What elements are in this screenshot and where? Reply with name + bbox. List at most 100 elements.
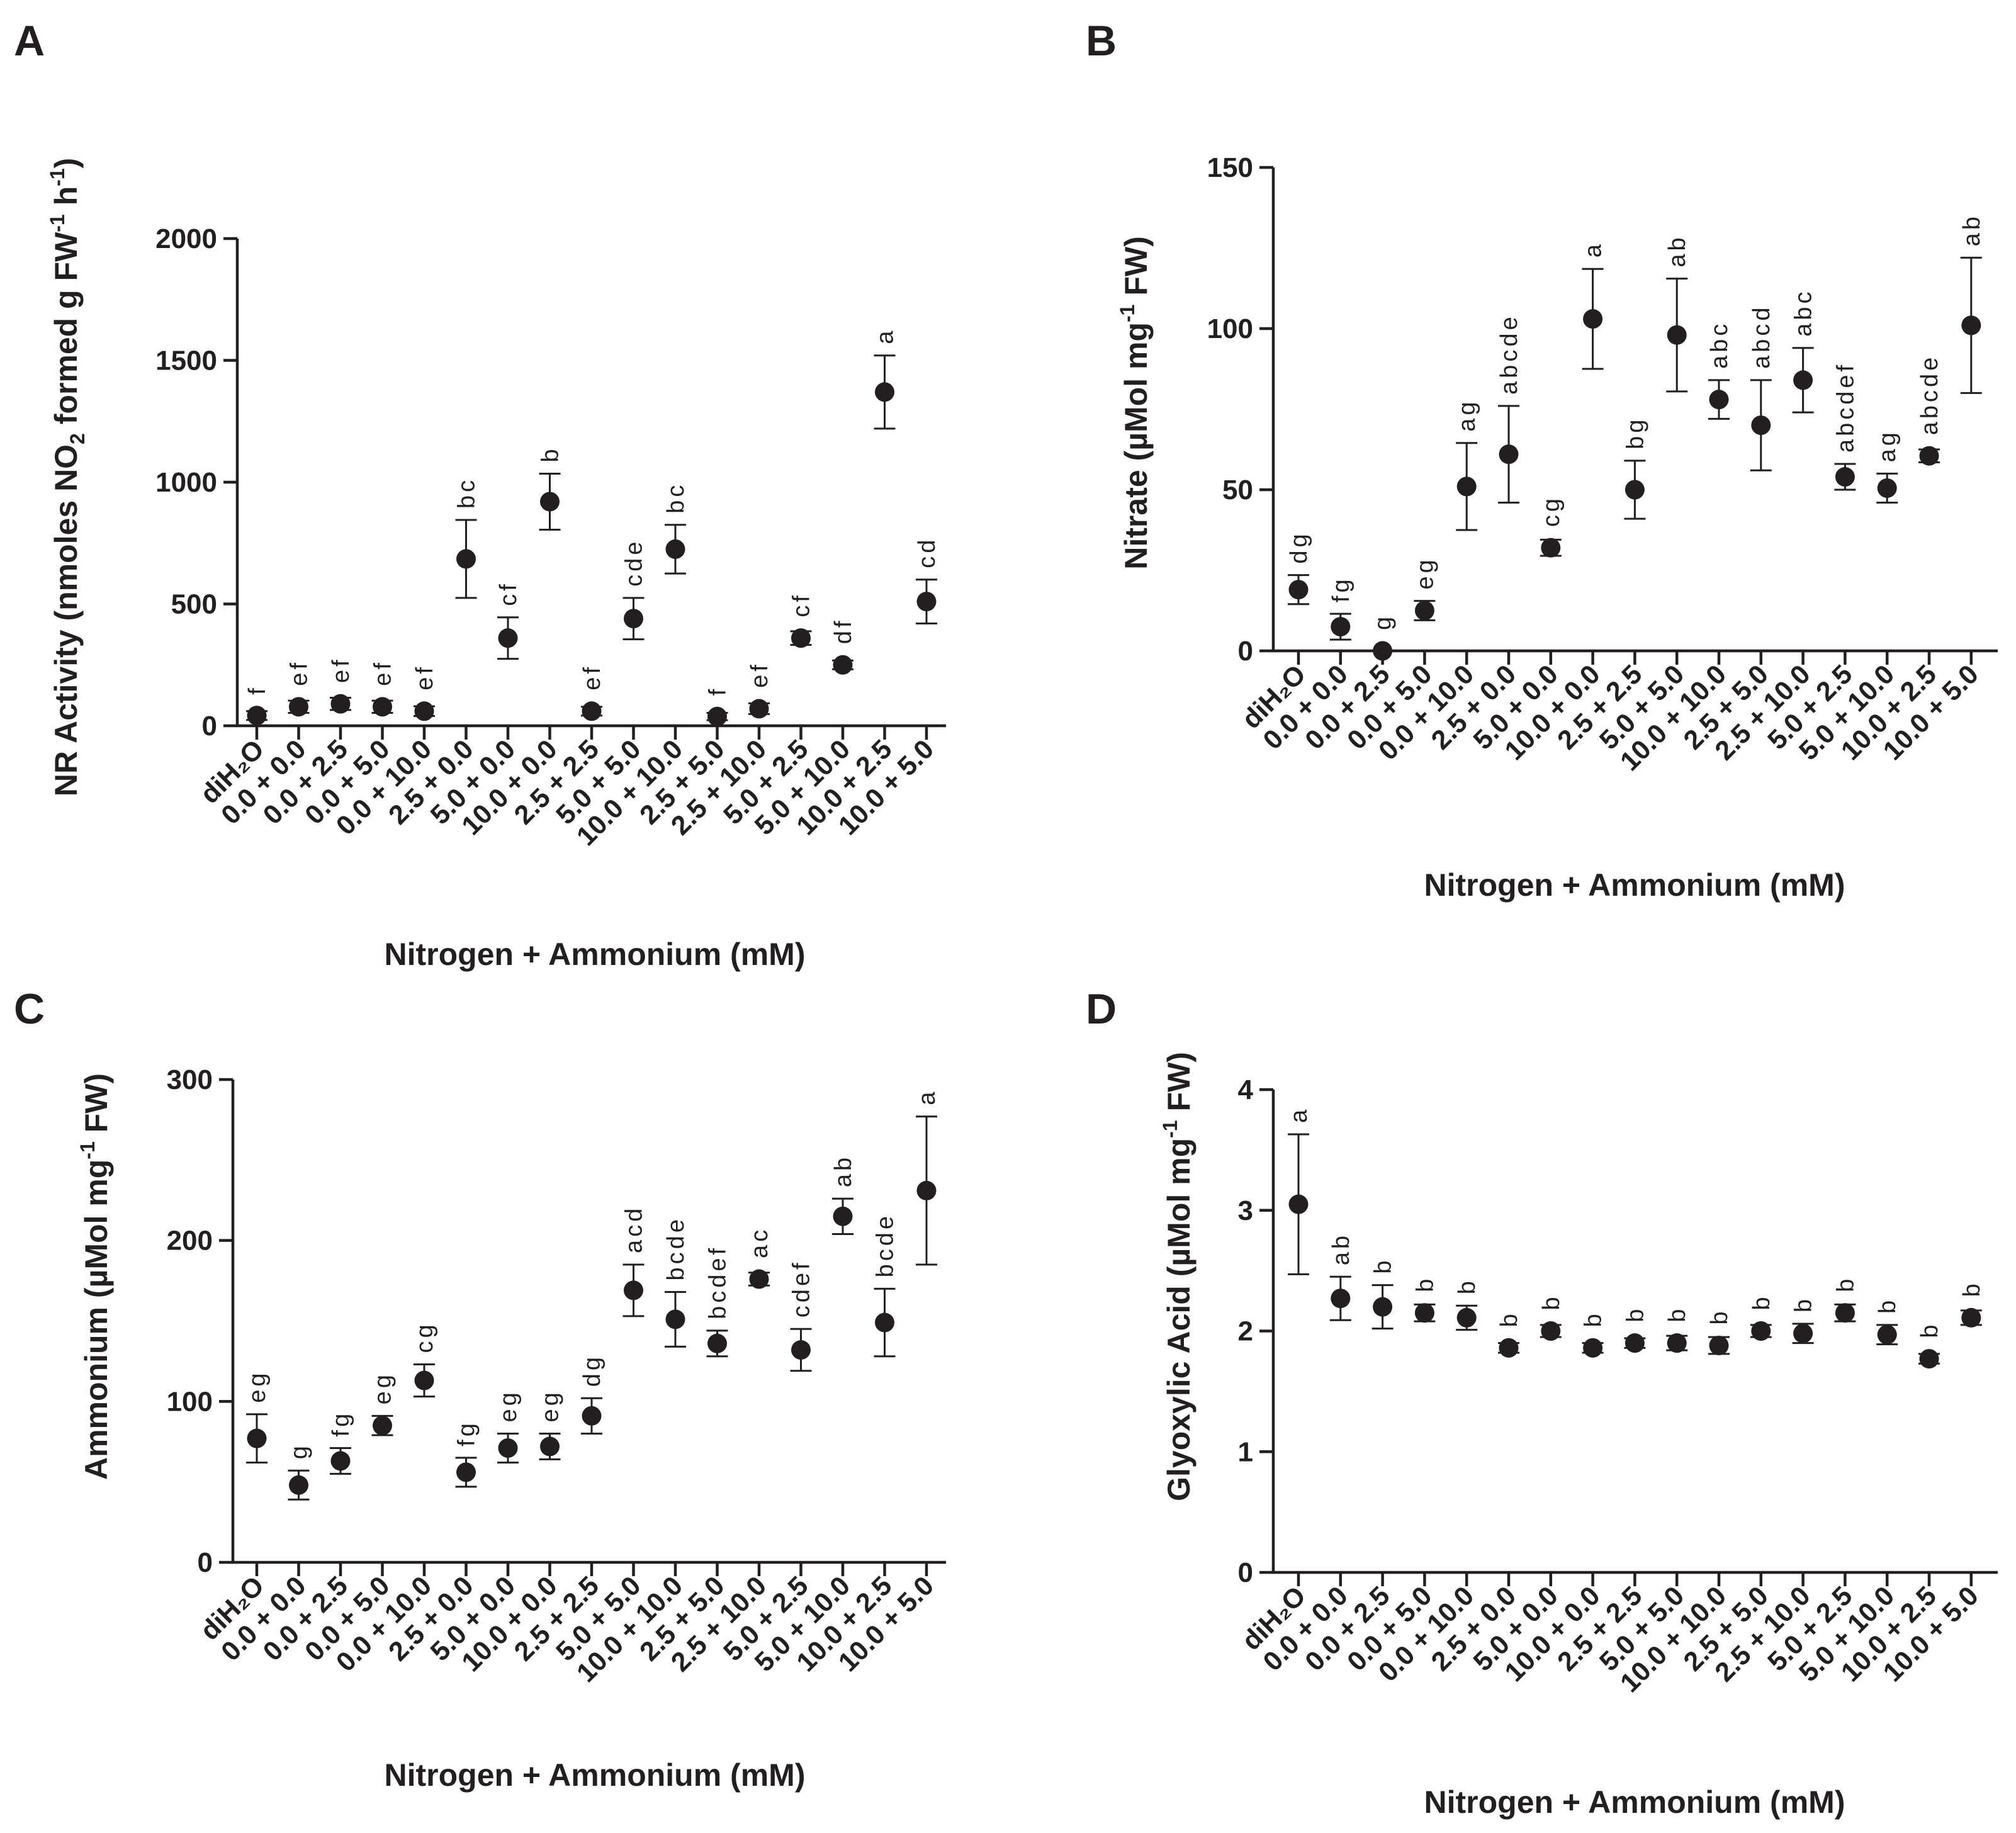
panel-c-point-5-0-2-5 [791, 1340, 811, 1360]
panel-b-point-dih-o [1288, 580, 1309, 600]
panel-b-y-axis-title-part: -1 [1116, 305, 1139, 322]
panel-d-y-tick-label: 2 [1238, 1316, 1253, 1347]
panel-a-y-axis-title: NR Activity (nmoles NO2 formed g FW-1 h-… [46, 158, 89, 797]
panel-d-point-5-0-0-0 [1541, 1321, 1561, 1341]
panel-a-point-2-5-10-0 [749, 699, 769, 719]
panel-b-point-2-5-0-0 [1499, 444, 1519, 465]
panel-c-point-2-5-5-0 [707, 1333, 727, 1353]
panel-a-y-tick-label: 500 [171, 589, 217, 620]
panel-d-point-2-5-10-0 [1793, 1323, 1813, 1343]
panel-b-point-5-0-10-0 [1877, 478, 1897, 498]
panel-b-x-axis-title: Nitrogen + Ammonium (mM) [1424, 867, 1845, 903]
panel-c-significance-letter: bcde [872, 1213, 899, 1277]
panel-a-significance-letter: bc [663, 482, 689, 514]
panel-c-significance-letter: dg [579, 1354, 605, 1387]
panel-c-point-5-0-0-0 [498, 1438, 518, 1458]
panel-a-significance-letter: ef [579, 664, 605, 691]
panel-d-significance-letter: b [1791, 1296, 1817, 1312]
panel-b-significance-letter: ag [1874, 429, 1901, 462]
panel-b-significance-letter: ag [1454, 398, 1480, 431]
panel-d-significance-letter: b [1749, 1294, 1775, 1310]
panel-c-point-5-0-5-0 [624, 1280, 643, 1300]
panel-a-significance-letter: df [830, 618, 857, 645]
panel-b-significance-letter: dg [1286, 531, 1312, 563]
panel-a-point-2-5-0-0 [456, 549, 476, 569]
panel-b-point-10-0-0-0 [1583, 309, 1603, 329]
panel-a-y-axis-title-part: -1 [46, 214, 69, 232]
panel-b-point-2-5-2-5 [1625, 480, 1645, 500]
panel-a-significance-letter: cf [789, 592, 815, 618]
panel-b-y-axis-title: Nitrate (µMol mg-1 FW) [1116, 236, 1154, 569]
panel-d-significance-letter: b [1959, 1280, 1985, 1297]
panel-a-point-10-0-0-0 [540, 492, 560, 512]
panel-d-point-dih-o [1288, 1194, 1309, 1214]
panel-b-significance-letter: cg [1538, 495, 1565, 527]
panel-c-point-2-5-10-0 [749, 1269, 769, 1289]
panel-c-significance-letter: acd [621, 1205, 648, 1253]
panel-c-x-axis-title: Nitrogen + Ammonium (mM) [385, 1757, 806, 1793]
panel-d-significance-letter: b [1917, 1321, 1943, 1338]
panel-d-y-axis-title-part: FW) [1161, 1052, 1197, 1120]
panel-c-letter: C [14, 985, 45, 1033]
panel-a-x-axis-title: Nitrogen + Ammonium (mM) [385, 937, 806, 972]
panel-b-significance-letter: abcd [1749, 305, 1775, 369]
panel-c-significance-letter: g [286, 1443, 313, 1459]
panel-c-significance-letter: fg [328, 1411, 354, 1437]
panel-a-y-tick-label: 1500 [155, 346, 217, 376]
panel-b-point-5-0-2-5 [1835, 467, 1855, 487]
panel-d-significance-letter: b [1412, 1276, 1438, 1292]
panel-a-point-0-0-2-5 [330, 694, 351, 714]
panel-b-significance-letter: abcde [1917, 354, 1943, 436]
panel-d-significance-letter: b [1874, 1297, 1901, 1314]
panel-d-significance-letter: b [1622, 1306, 1648, 1323]
panel-c-point-0-0-5-0 [373, 1416, 392, 1436]
panel-d-point-2-5-0-0 [1499, 1338, 1519, 1358]
panel-a-point-10-0-2-5 [875, 382, 894, 402]
panel-c-point-10-0-5-0 [916, 1180, 937, 1200]
panel-a-significance-letter: ef [328, 657, 354, 683]
panel-d-y-tick-label: 3 [1238, 1195, 1253, 1226]
panel-d-y-axis-title-part: Glyoxylic Acid (µMol mg [1161, 1138, 1197, 1501]
panel-d-x-axis-title: Nitrogen + Ammonium (mM) [1424, 1785, 1845, 1820]
panel-b-y-tick-label: 0 [1238, 636, 1253, 667]
panel-c-significance-letter: cdef [789, 1260, 815, 1317]
panel-a-y-axis-title-part: formed g FW [48, 232, 84, 433]
panel-d-point-10-0-0-0 [1583, 1338, 1603, 1358]
panel-b-point-0-0-10-0 [1456, 477, 1477, 497]
panel-a-significance-letter: ef [746, 662, 773, 688]
panel-a-point-10-0-10-0 [665, 539, 685, 559]
panel-a-point-0-0-0-0 [289, 697, 308, 717]
panel-a-point-5-0-5-0 [624, 609, 643, 629]
panel-a-y-axis-title-part: NR Activity (nmoles NO [48, 444, 84, 796]
panel-c-significance-letter: eg [495, 1389, 522, 1422]
panel-a-point-2-5-5-0 [707, 706, 727, 726]
panel-d-point-0-0-0-0 [1331, 1289, 1351, 1309]
panel-a-point-5-0-2-5 [791, 628, 811, 648]
panel-c-y-axis-title-part: -1 [76, 1141, 99, 1159]
panel-a-y-axis-title-part: -1 [46, 168, 69, 186]
panel-a-significance-letter: a [872, 328, 899, 344]
panel-a-point-0-0-10-0 [414, 701, 434, 721]
panel-b-y-tick-label: 100 [1207, 313, 1253, 344]
panel-a-significance-letter: bc [454, 477, 480, 509]
panel-d-significance-letter: b [1538, 1294, 1565, 1310]
panel-a-y-axis-title-part: h [48, 186, 84, 214]
panel-d-significance-letter: a [1286, 1107, 1312, 1123]
panel-c-y-tick-label: 100 [167, 1386, 213, 1417]
panel-d-point-5-0-10-0 [1877, 1324, 1897, 1345]
panel-c-y-axis-title-part: Ammonium (µMol mg [79, 1159, 114, 1480]
panel-c-point-10-0-2-5 [875, 1312, 894, 1333]
panel-d-letter: D [1086, 985, 1117, 1033]
panel-b-significance-letter: abc [1791, 288, 1817, 336]
panel-c-significance-letter: eg [244, 1370, 271, 1403]
panel-c-point-10-0-10-0 [665, 1309, 685, 1329]
panel-b-significance-letter: ab [1664, 234, 1691, 267]
panel-a-point-5-0-10-0 [833, 655, 853, 675]
panel-d-significance-letter: b [1706, 1308, 1733, 1324]
panel-b-point-5-0-0-0 [1541, 538, 1561, 558]
panel-d-point-0-0-10-0 [1456, 1307, 1477, 1328]
panel-b-point-10-0-10-0 [1709, 390, 1729, 410]
